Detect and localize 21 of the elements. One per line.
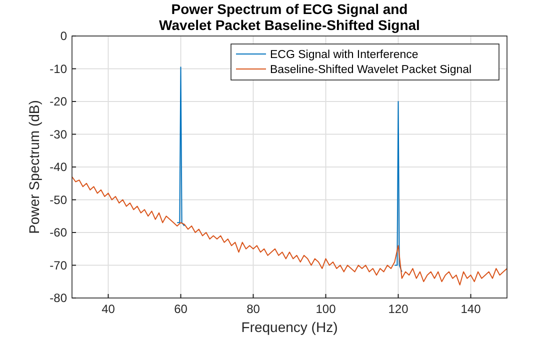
y-tick-label: -30 [50, 127, 68, 142]
y-axis-title: Power Spectrum (dB) [26, 100, 42, 234]
line-series [72, 176, 507, 286]
y-tick-label: -10 [50, 62, 68, 76]
x-tick-label: 100 [316, 302, 336, 316]
y-tick-label: -60 [50, 226, 68, 240]
legend-label: ECG Signal with Interference [270, 49, 418, 61]
chart-title: Power Spectrum of ECG Signal and Wavelet Packet Baseline-Shifted Signal [159, 1, 420, 33]
y-tick-label: -70 [50, 258, 68, 272]
legend-label: Baseline-Shifted Wavelet Packet Signal [270, 64, 472, 76]
x-tick-label: 120 [388, 302, 409, 316]
y-tick-label: -40 [50, 160, 68, 174]
x-axis-title: Frequency (Hz) [241, 319, 338, 335]
y-tick-label: -20 [50, 94, 68, 108]
y-tick-label: 0 [60, 29, 68, 43]
x-tick-label: 140 [460, 302, 482, 316]
y-tick-label: -50 [50, 192, 68, 207]
x-tick-label: 40 [102, 302, 116, 316]
x-tick-label: 60 [174, 302, 188, 316]
x-tick-label: 80 [246, 302, 260, 316]
y-tick-label: -80 [50, 291, 68, 305]
